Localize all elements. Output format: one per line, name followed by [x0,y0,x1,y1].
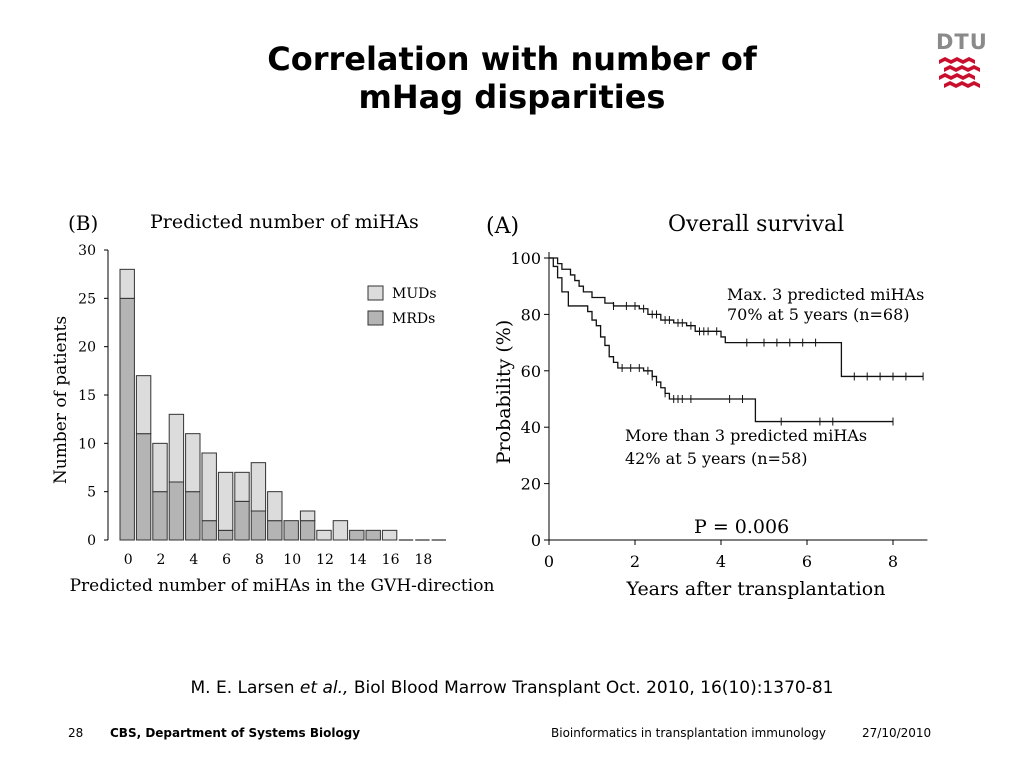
histogram-y-tick-label: 25 [78,291,96,307]
histogram-x-tick-label: 16 [382,552,400,568]
histogram-bar-mrds [267,520,283,541]
footer-department: CBS, Department of Systems Biology [110,726,361,740]
slide-title: Correlation with number of mHag disparit… [150,40,874,116]
histogram-x-tick-label: 12 [316,552,334,568]
dtu-logo-waves-icon [939,57,980,88]
histogram-bar-muds [381,529,398,541]
histogram-bar-muds [168,413,185,483]
survival-x-tick-label: 6 [802,552,812,571]
histogram-bar-mrds [119,297,135,541]
footer-date: 27/10/2010 [862,726,932,740]
histogram-y-tick-label: 0 [87,533,96,549]
survival-x-tick-label: 2 [630,552,640,571]
series-2-label: More than 3 predicted miHAs [625,426,867,445]
histogram-y-tick-label: 15 [78,388,96,404]
histogram-bar-muds [217,471,234,531]
survival-x-label: Years after transplantation [626,578,886,600]
histogram-bar-mrds [349,529,365,541]
histogram-x-tick-label: 2 [157,552,166,568]
histogram-y-tick-label: 5 [87,485,96,501]
survival-title: Overall survival [668,212,844,237]
histogram-bar-muds [332,520,349,541]
dtu-logo: DTU [936,30,988,94]
survival-y-tick-label: 60 [521,362,541,381]
histogram-bar-muds [299,510,316,522]
survival-y-tick-label: 20 [521,475,541,494]
histogram-x-tick-label: 10 [283,552,301,568]
footer-course: Bioinformatics in transplantation immuno… [551,726,826,740]
series-1-sublabel: 70% at 5 years (n=68) [727,305,910,324]
title-line-1: Correlation with number of [267,40,757,78]
histogram-bar-muds [152,442,168,493]
survival-y-tick-label: 40 [521,418,541,437]
histogram-x-tick-label: 0 [124,552,133,568]
histogram-x-tick-label: 4 [189,552,198,568]
histogram-bar-muds [119,268,135,299]
survival-y-tick-label: 0 [531,531,541,550]
survival-y-tick-label: 80 [521,305,541,324]
title-line-2: mHag disparities [358,78,666,116]
histogram-x-label: Predicted number of miHAs in the GVH-dir… [70,576,495,596]
p-value-annotation: P = 0.006 [694,516,789,538]
survival-x-tick-label: 4 [716,552,726,571]
histogram-bar-mrds [365,529,381,541]
series-2-sublabel: 42% at 5 years (n=58) [625,449,808,468]
histogram-bar-muds [250,462,267,512]
histogram-y-label: Number of patients [51,316,71,484]
legend-label-muds: MUDs [392,286,437,302]
logo-wave [939,73,975,80]
survival-chart: (A) Overall survival Probability (%) Yea… [486,212,928,600]
survival-curve-2 [549,257,893,423]
histogram-y-tick-label: 30 [78,243,96,259]
histogram-y-tick-label: 20 [78,340,96,356]
histogram-bar-muds [316,529,332,541]
histogram-bar-muds [267,491,283,522]
citation-etal: et al., [299,678,349,698]
histogram-bar-mrds [283,520,299,541]
histogram-bar-mrds [168,481,185,541]
citation: M. E. Larsen et al., Biol Blood Marrow T… [0,678,1024,698]
histogram-bar-mrds [299,520,316,541]
dtu-logo-text: DTU [936,30,988,54]
page-number: 28 [68,726,84,740]
histogram-y-tick-label: 10 [78,436,96,452]
histogram-bar-mrds [135,433,152,541]
histogram-title: Predicted number of miHAs [150,211,419,233]
histogram-bar-mrds [234,500,250,541]
histogram-x-tick-label: 14 [349,552,367,568]
histogram-bar-mrds [250,510,267,541]
histogram-x-tick-label: 8 [255,552,264,568]
histogram-bar-mrds [152,491,168,541]
series-1-label: Max. 3 predicted miHAs [727,285,924,304]
panel-b-label: (B) [68,211,98,235]
survival-x-tick-label: 8 [888,552,898,571]
legend-label-mrds: MRDs [392,311,435,327]
citation-authors: M. E. Larsen [190,678,295,698]
histogram-bar-muds [135,375,152,435]
logo-wave [944,65,980,72]
logo-wave [944,81,980,88]
survival-x-tick-label: 0 [544,552,554,571]
histogram-x-tick-label: 6 [222,552,231,568]
citation-journal: Biol Blood Marrow Transplant Oct. 2010, … [353,678,834,698]
panel-a-label: (A) [486,214,519,239]
histogram-x-tick-label: 18 [414,552,432,568]
histogram-chart: (B) Predicted number of miHAs Number of … [51,211,494,596]
histogram-bar-mrds [217,529,234,541]
legend-swatch-mrds [367,310,384,326]
histogram-bar-mrds [201,520,217,541]
survival-y-tick-label: 100 [510,249,541,268]
histogram-bar-muds [185,433,201,493]
logo-wave [939,57,975,64]
histogram-bar-mrds [185,491,201,541]
histogram-bar-muds [234,471,250,502]
survival-y-label: Probability (%) [493,320,515,464]
histogram-bar-muds [201,452,217,522]
legend-swatch-muds [367,285,384,301]
